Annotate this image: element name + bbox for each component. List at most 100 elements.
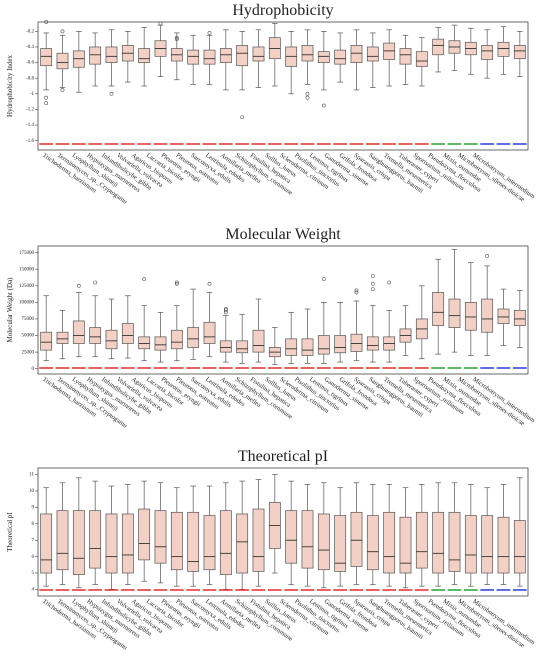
y-tick-label: 8 <box>32 522 35 527</box>
box <box>350 333 363 352</box>
outlier <box>44 20 49 24</box>
box <box>89 510 102 569</box>
box <box>415 51 428 67</box>
box <box>317 51 330 63</box>
outlier <box>207 31 212 35</box>
box <box>203 321 216 344</box>
box <box>497 308 510 324</box>
box <box>383 511 396 574</box>
box <box>170 511 183 571</box>
panel: Hydrophobicity Hydrophobicity Index -1.6 -1… <box>6 2 536 206</box>
box <box>236 45 249 67</box>
box <box>56 331 69 344</box>
box <box>301 510 314 569</box>
outlier <box>109 91 114 96</box>
box <box>301 45 314 62</box>
y-tick-label: -0.8 <box>26 76 34 81</box>
y-tick-label: -0.6 <box>26 61 34 66</box>
box <box>187 511 200 572</box>
box <box>481 298 494 333</box>
box <box>481 45 494 60</box>
outlier <box>207 281 212 286</box>
outlier <box>142 277 147 282</box>
y-tick-label: 10 <box>29 489 35 494</box>
box <box>40 331 53 351</box>
outlier <box>44 95 49 100</box>
outlier <box>305 95 310 100</box>
box <box>334 335 347 354</box>
y-axis-label: Hydrophobicity Index <box>6 54 14 117</box>
y-tick-label: 11 <box>29 473 34 478</box>
box <box>56 510 69 571</box>
y-tick-label: -1.6 <box>26 139 34 144</box>
outlier <box>93 280 98 285</box>
box <box>464 515 477 574</box>
box <box>481 515 494 574</box>
outlier <box>174 280 179 285</box>
y-tick-label: 100000 <box>19 301 35 306</box>
box <box>219 510 232 576</box>
outlier <box>174 37 179 42</box>
box <box>187 49 200 65</box>
box <box>285 510 298 564</box>
outlier <box>354 288 359 293</box>
box <box>236 513 249 574</box>
box <box>448 511 461 572</box>
outlier <box>387 280 392 285</box>
box <box>415 511 428 569</box>
box <box>89 327 102 344</box>
chart-title: Theoretical pI <box>238 448 328 465</box>
box <box>432 38 445 56</box>
box <box>513 45 526 60</box>
box <box>121 513 134 574</box>
box <box>252 46 265 62</box>
box <box>252 508 265 572</box>
y-tick-label: 150000 <box>19 267 35 272</box>
y-tick-label: 125000 <box>19 284 35 289</box>
box <box>350 511 363 567</box>
box <box>399 48 412 65</box>
outlier <box>485 254 490 258</box>
y-tick-label: 0 <box>32 367 35 372</box>
box <box>399 516 412 574</box>
box <box>105 46 118 63</box>
y-tick-label: 50000 <box>22 334 35 339</box>
outlier <box>158 21 163 26</box>
outlier <box>174 281 179 286</box>
box <box>334 49 347 65</box>
box <box>366 336 379 351</box>
box <box>432 511 445 574</box>
outlier <box>370 273 375 278</box>
box <box>138 48 151 63</box>
outlier <box>321 277 326 282</box>
box <box>432 292 445 326</box>
y-tick-label: 9 <box>32 506 35 511</box>
outlier <box>60 88 65 92</box>
box <box>236 340 249 354</box>
box <box>366 515 379 571</box>
y-tick-label: 5 <box>32 571 35 576</box>
box <box>121 323 134 344</box>
box <box>203 515 216 571</box>
panel: Molecular Weight Molecular Weight (Da) 0 25… <box>6 226 536 430</box>
y-axis-label: Theoretical pI <box>6 512 14 552</box>
box <box>56 52 69 70</box>
plot-frame <box>37 467 529 597</box>
box <box>513 309 526 326</box>
box <box>40 513 53 574</box>
y-tick-label: -1.4 <box>26 123 34 128</box>
box <box>72 320 85 344</box>
box <box>448 298 461 328</box>
outlier <box>174 35 179 40</box>
y-tick-label: -1.2 <box>26 108 34 113</box>
outlier <box>370 287 375 292</box>
box <box>203 49 216 65</box>
box <box>497 41 510 57</box>
outlier <box>305 91 310 96</box>
box <box>464 302 477 331</box>
box <box>219 340 232 353</box>
outlier <box>354 290 359 295</box>
y-tick-label: 75000 <box>22 317 35 322</box>
plot-frame <box>37 245 529 375</box>
